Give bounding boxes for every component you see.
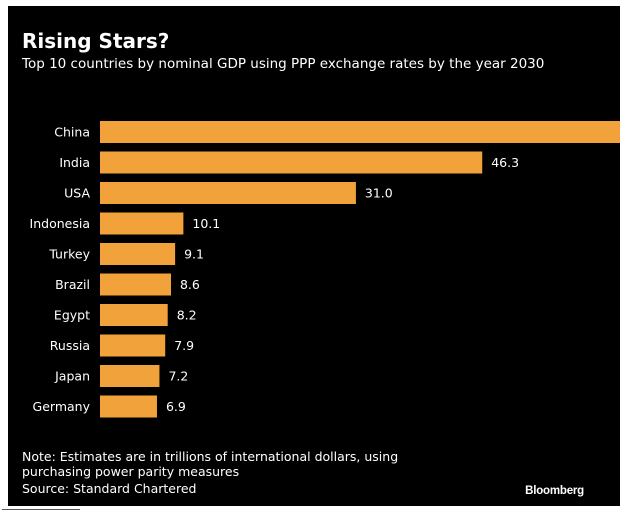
category-label-china: China	[54, 125, 90, 140]
value-label-egypt: 8.2	[177, 308, 197, 323]
value-label-turkey: 9.1	[184, 247, 204, 262]
bar-turkey	[100, 243, 176, 265]
category-label-brazil: Brazil	[55, 277, 90, 292]
value-label-russia: 7.9	[174, 338, 194, 353]
chart-subtitle: Top 10 countries by nominal GDP using PP…	[22, 56, 545, 72]
category-label-russia: Russia	[50, 338, 90, 353]
value-label-indonesia: 10.1	[192, 216, 220, 231]
category-label-usa: USA	[64, 186, 90, 201]
bar-china	[100, 121, 620, 143]
bar-indonesia	[100, 212, 184, 235]
bar-germany	[100, 395, 157, 418]
divider	[2, 509, 80, 510]
bar-india	[100, 151, 483, 174]
value-label-germany: 6.9	[166, 399, 186, 414]
bar-chart: China64.2India46.3USA31.0Indonesia10.1Tu…	[30, 121, 620, 418]
chart-note: Note: Estimates are in trillions of inte…	[22, 449, 399, 479]
chart-frame: Rising Stars? Top 10 countries by nomina…	[8, 6, 620, 506]
value-label-india: 46.3	[491, 155, 519, 170]
bar-usa	[100, 182, 356, 204]
category-label-turkey: Turkey	[48, 247, 90, 262]
category-label-germany: Germany	[33, 399, 91, 414]
bloomberg-logo: Bloomberg	[525, 485, 584, 497]
category-label-egypt: Egypt	[54, 308, 90, 323]
bar-russia	[100, 334, 166, 357]
bar-egypt	[100, 304, 168, 326]
category-label-india: India	[59, 155, 90, 170]
chart-source: Source: Standard Chartered	[22, 481, 197, 496]
chart-title: Rising Stars?	[22, 29, 170, 53]
category-label-japan: Japan	[54, 369, 90, 384]
category-label-indonesia: Indonesia	[30, 216, 90, 231]
bar-brazil	[100, 273, 171, 296]
value-label-brazil: 8.6	[180, 277, 200, 292]
value-label-usa: 31.0	[365, 186, 393, 201]
value-label-japan: 7.2	[168, 369, 188, 384]
bar-japan	[100, 365, 160, 387]
